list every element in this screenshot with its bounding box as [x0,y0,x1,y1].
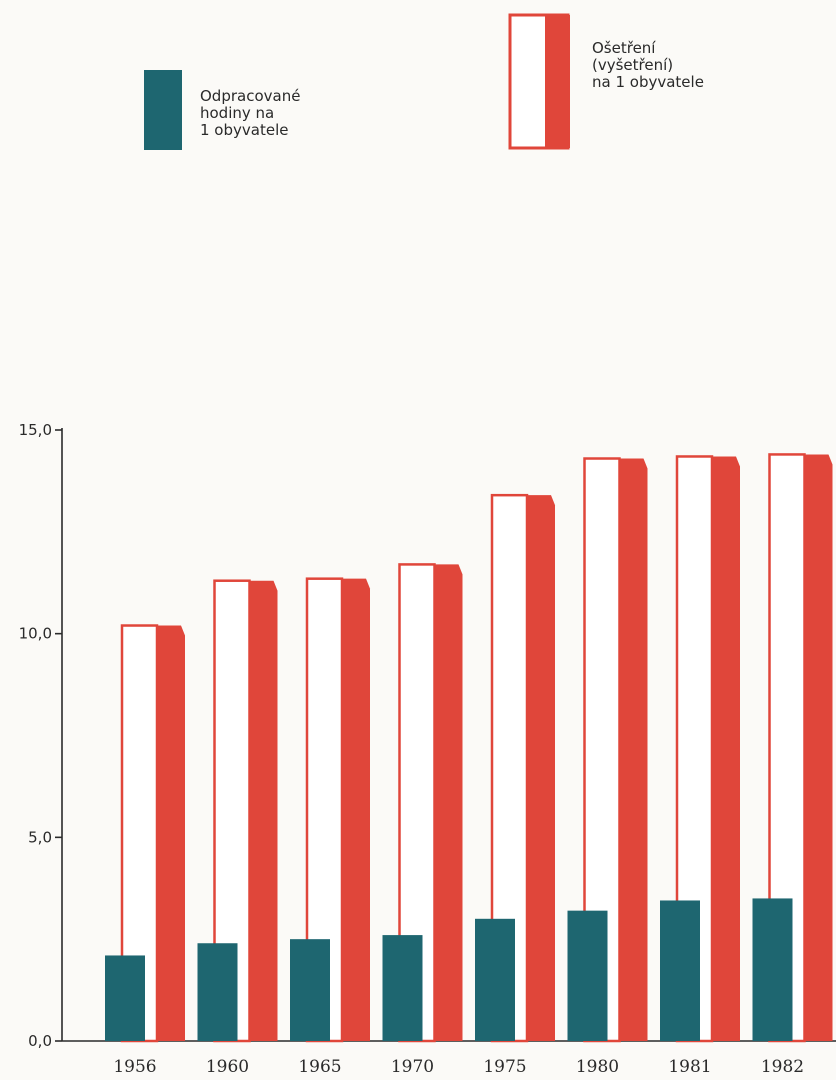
hours-bar [567,910,608,1041]
legend-label-visits: Ošetření (vyšetření) na 1 obyvatele [592,40,762,91]
y-tick-label: 15,0 [19,421,52,439]
visits-bar-side [527,495,555,1041]
legend-label-visits-line: (vyšetření) [592,56,674,74]
legend [144,13,570,150]
legend-label-hours-line: 1 obyvatele [200,121,289,139]
bars [105,453,833,1043]
hours-bar [752,898,793,1041]
legend-label-visits-line: na 1 obyvatele [592,73,704,91]
tick-labels: 0,0 5,0 10,0 15,0 1956 1960 1965 1970 1975 1980 19… [19,421,805,1077]
y-tick-label: 5,0 [28,828,52,846]
visits-bar-side [434,564,463,1041]
x-tick-label: 1980 [576,1057,619,1077]
legend-label-visits-line: Ošetření [592,39,656,57]
x-tick-label: 1982 [761,1057,804,1077]
hours-bar [660,900,700,1041]
visits-bar-side [804,454,833,1041]
x-tick-label: 1960 [206,1057,249,1077]
visits-bar-side [619,458,648,1042]
hours-bar [197,943,238,1041]
hours-bar [290,939,330,1041]
visits-bar-side [249,580,278,1041]
x-tick-label: 1965 [298,1057,341,1077]
hours-bar [105,955,145,1041]
hours-bar [475,918,515,1041]
visits-bar-side [342,578,370,1041]
legend-swatch-hours [144,70,182,150]
x-tick-label: 1970 [391,1057,434,1077]
x-tick-label: 1975 [483,1057,526,1077]
visits-bar-side [157,625,185,1041]
visits-bar-side [712,456,740,1041]
legend-label-hours-line: Odpracované [200,87,301,105]
y-tick-label: 10,0 [19,625,52,643]
legend-label-hours: Odpracované hodiny na 1 obyvatele [200,88,370,139]
legend-swatch-visits [508,13,570,150]
hours-bar [382,935,423,1041]
y-tick-label: 0,0 [28,1032,52,1050]
legend-label-hours-line: hodiny na [200,104,275,122]
x-tick-label: 1981 [668,1057,711,1077]
x-tick-label: 1956 [113,1057,156,1077]
